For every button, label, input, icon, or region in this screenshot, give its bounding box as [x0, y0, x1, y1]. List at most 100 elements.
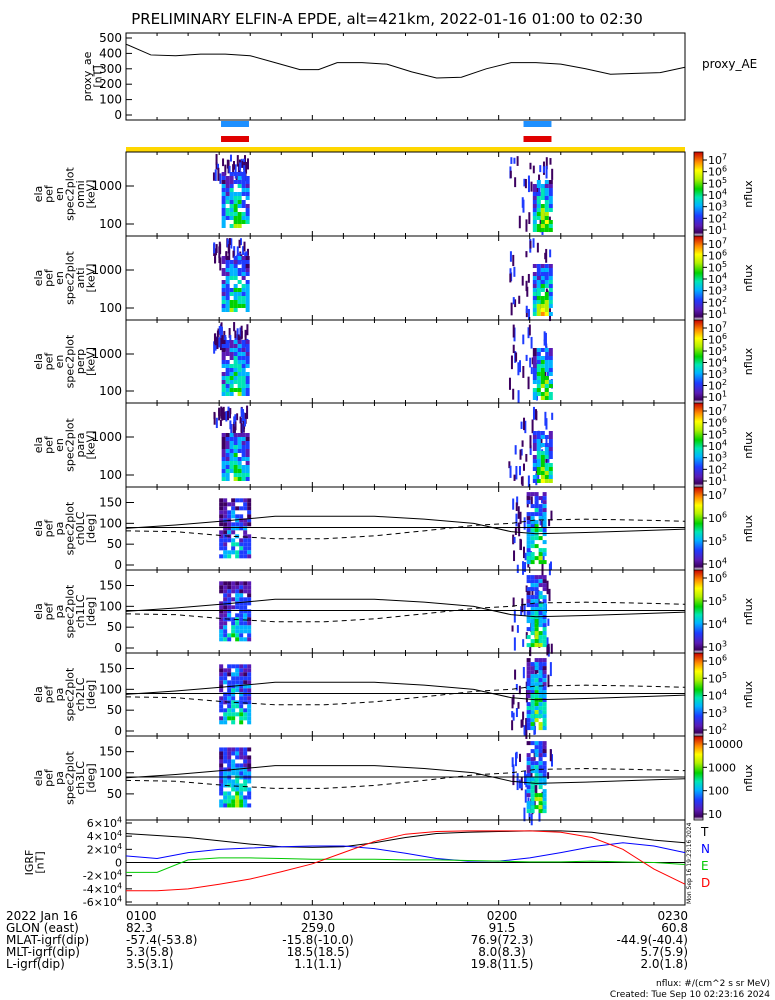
spectrogram-cell [239, 498, 244, 503]
spectrogram-cell [221, 292, 226, 296]
spectrogram-cell [542, 686, 547, 691]
spectrogram-cell [241, 304, 246, 308]
spectrogram-cell [235, 799, 240, 804]
spectrogram-cell [538, 611, 543, 616]
spectrogram-cell [542, 662, 547, 667]
spectrogram-cell [538, 757, 543, 762]
energy-ytick-label: 100 [99, 301, 122, 315]
spectrogram-cell [241, 453, 246, 457]
spectrogram-cell [530, 492, 535, 497]
spectrogram-cell [530, 496, 533, 505]
spectrogram-cell [235, 629, 240, 634]
spectrogram-cell [526, 678, 531, 683]
spectrogram-cell [245, 477, 250, 481]
spectrogram-cell [237, 196, 242, 200]
spectrogram-cell [221, 461, 226, 465]
spectrogram-cell [235, 593, 240, 598]
spectrogram-cell [221, 280, 226, 284]
spectrogram-cell [223, 605, 228, 610]
igrf-ytick-label: 2×104 [87, 842, 122, 856]
spectrogram-cell [223, 502, 228, 507]
spectrogram-cell [522, 463, 525, 471]
spectrogram-cell [536, 185, 539, 196]
spectrogram-cell [519, 539, 522, 551]
spectrogram-cell [542, 698, 547, 703]
spectrogram-cell [534, 694, 539, 699]
spectrogram-cell [522, 365, 525, 378]
spectrogram-cell [526, 516, 531, 521]
spectrogram-cell [237, 461, 242, 465]
spectrogram-cell [229, 276, 234, 280]
spectrogram-cell [544, 388, 549, 392]
spectrogram-cell [237, 368, 242, 372]
spectrogram-cell [530, 694, 535, 699]
spectrogram-cell [519, 753, 522, 762]
spectrogram-cell [239, 617, 244, 622]
spectrogram-cell [247, 759, 252, 764]
spectrogram-cell [229, 304, 234, 308]
spectrogram-cell [241, 160, 244, 168]
colorbar-strip [693, 151, 704, 237]
spectrogram-cell [221, 360, 226, 364]
spectrogram-cell [239, 605, 244, 610]
spectrogram-cell [536, 216, 541, 220]
spectrogram-cell [525, 305, 528, 314]
spectrogram-cell [219, 419, 222, 426]
spectrogram-cell [511, 711, 514, 718]
spectrogram-cell [233, 256, 238, 260]
spectrogram-cell [542, 714, 547, 719]
spectrogram-cell [237, 340, 242, 344]
spectrogram-cell [544, 451, 549, 455]
spectrogram-cell [542, 773, 547, 778]
spectrogram-cell [239, 538, 244, 543]
spectrogram-cell [530, 769, 535, 774]
spectrogram-cell [526, 773, 531, 778]
spectrogram-cell [229, 340, 234, 344]
pa-ylabel-line: [deg] [84, 597, 97, 626]
spectrogram-cell [538, 508, 543, 513]
spectrogram-cell [509, 251, 512, 262]
spectrogram-cell [243, 803, 248, 808]
spectrogram-cell [233, 453, 238, 457]
spectrogram-cell [540, 437, 543, 448]
spectrogram-cell [229, 441, 234, 445]
pa-ytick-label: 150 [99, 745, 122, 759]
spectrogram-cell [530, 556, 535, 561]
spectrogram-cell [523, 178, 526, 187]
spectrogram-cell [522, 199, 525, 213]
spectrogram-cell [526, 627, 531, 632]
spectrogram-cell [233, 356, 238, 360]
spectrogram-cell [542, 611, 547, 616]
spectrogram-cell [229, 380, 234, 384]
spectrogram-cell [229, 224, 234, 228]
spectrogram-cell [542, 595, 547, 600]
spectrogram-cell [223, 554, 228, 559]
spectrogram-cell [239, 522, 244, 527]
spectrogram-cell [532, 372, 537, 376]
spectrogram-cell [225, 280, 230, 284]
spectrogram-cell [534, 769, 539, 774]
spectrogram-cell [233, 457, 238, 461]
spectrogram-cell [544, 272, 549, 276]
spectrogram-cell [221, 284, 226, 288]
spectrogram-cell [233, 308, 238, 312]
spectrogram-cell [236, 413, 239, 421]
spectrogram-cell [237, 184, 242, 188]
spectrogram-cell [526, 492, 531, 497]
spectrogram-cell [538, 619, 543, 624]
spectrogram-cell [247, 518, 252, 523]
spectrogram-cell [534, 706, 539, 711]
spectrogram-cell [245, 216, 250, 220]
spectrogram-cell [241, 449, 246, 453]
spectrogram-cell [536, 451, 541, 455]
spectrogram-cell [542, 639, 547, 644]
spectrogram-cell [245, 192, 250, 196]
spectrogram-cell [243, 767, 248, 772]
spectrogram-cell [529, 445, 532, 455]
spectrogram-cell [214, 249, 217, 263]
spectrogram-cell [540, 208, 545, 212]
spectrogram-cell [233, 416, 236, 427]
spectrogram-cell [538, 694, 543, 699]
energy-ylabel-line: spec2plot [63, 167, 76, 221]
spectrogram-cell [227, 795, 232, 800]
